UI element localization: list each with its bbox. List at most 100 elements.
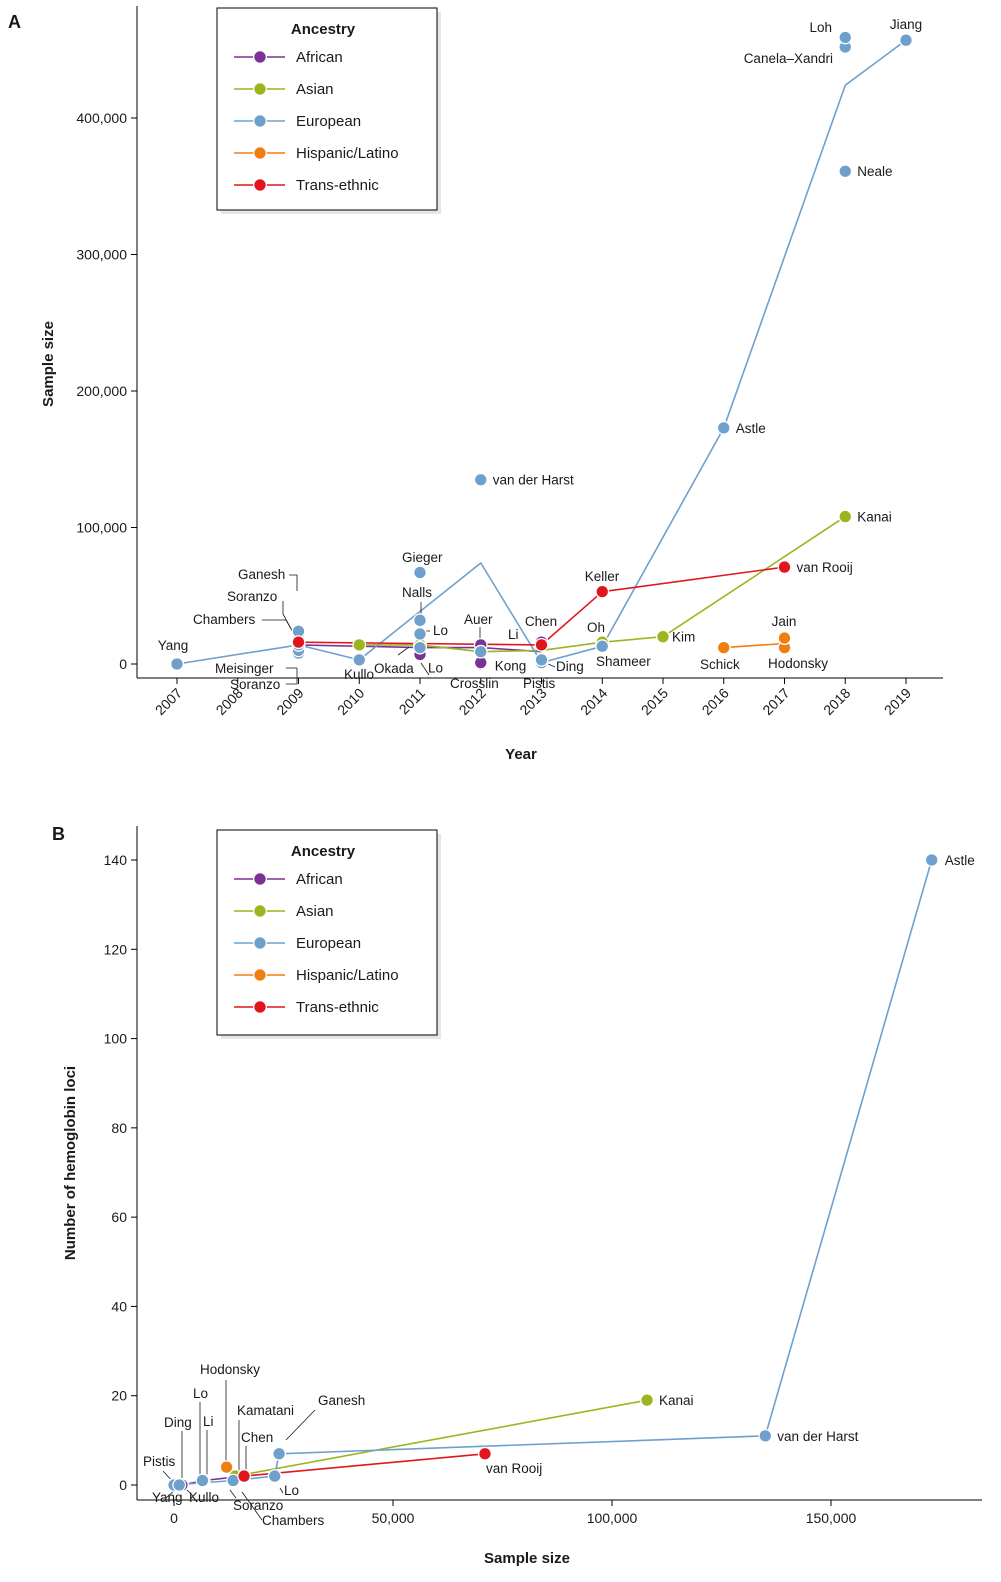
y-tick-label: 80 [111,1120,127,1136]
point-label: Chen [241,1430,273,1445]
point-label: Oh [587,620,605,635]
data-point-trans-ethnic [291,635,306,650]
data-point-trans-ethnic [237,1469,252,1484]
legend-entry: African [296,871,343,888]
y-tick-label: 140 [104,852,128,868]
data-point-european [473,472,488,487]
point-label: Yang [158,638,189,653]
data-point-european [758,1428,773,1443]
series-line-european [173,859,933,1486]
point-label: Kong [495,659,527,674]
panel-letter-b: B [52,824,65,844]
point-label: Li [203,1414,214,1429]
point-label: Jiang [890,17,922,32]
point-label: Loh [809,20,832,35]
point-label: Keller [585,569,620,584]
data-point-european [534,652,549,667]
data-point-hispanic-latino [777,631,792,646]
legend: Ancestry African Asian European Hispanic/Lat… [216,7,441,214]
point-label: Lo [193,1386,208,1401]
legend-swatch-dot [253,178,267,192]
point-label: Kim [672,630,695,645]
y-tick-label: 0 [119,656,127,672]
y-tick-label: 400,000 [76,110,127,126]
legend-swatch-dot [253,1000,267,1014]
x-axis-title: Sample size [484,1550,570,1567]
x-ticks: 0 50,000 100,000 150,000 [170,1500,857,1526]
x-tick-label: 2014 [577,685,610,718]
legend-entry: European [296,935,361,952]
point-label: van der Harst [777,1429,858,1444]
point-label: Schick [700,657,740,672]
legend-entry: Asian [296,903,334,920]
legend-entry: Hispanic/Latino [296,967,399,984]
legend-entry: Trans-ethnic [296,999,379,1016]
label-leader-line [285,1409,316,1441]
x-tick-label: 2011 [396,685,429,718]
data-point-european [924,853,939,867]
series-line-trans-ethnic [244,1453,486,1477]
point-label: Shameer [596,654,651,669]
legend-box [216,829,438,1036]
label-leader-line [241,1491,263,1521]
data-point-european [838,30,853,45]
data-point-asian [352,637,367,652]
point-label: van Rooij [486,1461,542,1476]
x-tick-label: 2007 [152,685,185,718]
legend: Ancestry African Asian European Hispanic/Lat… [216,829,441,1039]
point-label: van Rooij [797,560,853,575]
y-ticks: 0 100,000 200,000 300,000 400,000 [76,110,137,672]
point-label: Ding [556,659,584,674]
point-label: Astle [945,853,975,868]
legend-swatch-dot [253,904,267,918]
data-point-asian [640,1393,654,1408]
label-leader-line [397,646,410,656]
data-point-european [716,420,731,435]
data-point-hispanic-latino [716,640,731,655]
y-tick-label: 300,000 [76,247,127,263]
data-point-trans-ethnic [534,637,549,652]
data-point-european [172,1478,187,1492]
series-line-asian [235,1399,648,1477]
data-point-european [195,1473,210,1488]
x-tick-label: 2015 [638,685,671,718]
data-point-european [267,1469,282,1484]
y-tick-label: 60 [111,1209,127,1225]
point-label: Hodonsky [768,656,828,671]
point-label: Kullo [344,667,374,682]
label-leader-line [229,1489,237,1499]
legend-entry: Asian [296,81,334,98]
legend-entry: Trans-ethnic [296,177,379,194]
legend-entry: European [296,113,361,130]
point-label: Yang [152,1490,183,1505]
legend-entry: African [296,49,343,66]
data-point-european [899,33,913,48]
point-label: Canela–Xandri [744,51,833,66]
point-label: Soranzo [233,1498,283,1513]
point-label: Pistis [523,676,556,691]
label-leader-line [286,668,298,685]
data-point-asian [656,629,670,644]
x-tick-label: 2010 [334,685,367,718]
data-point-trans-ethnic [478,1446,492,1461]
point-label: Ding [164,1415,192,1430]
legend-title: Ancestry [291,21,356,38]
legend-swatch-dot [253,114,267,128]
series-line-trans-ethnic [298,566,785,646]
label-leader-line [420,662,430,676]
x-tick-label: 0 [170,1510,178,1526]
point-labels: LiKanaiPistisDingLoSoranzoChambersGanesh… [143,853,975,1528]
y-tick-label: 100,000 [76,520,127,536]
legend-box [216,7,438,211]
point-label: Kanai [857,510,892,525]
point-label: Gieger [402,550,443,565]
legend-swatch-dot [253,50,267,64]
y-axis-title: Number of hemoglobin loci [62,1066,79,1260]
label-leader-line [289,574,298,591]
data-point-european [352,652,367,667]
point-label: Chambers [193,612,256,627]
point-label: Ganesh [238,567,285,582]
legend-entry: Hispanic/Latino [296,145,399,162]
y-tick-label: 120 [104,941,128,957]
